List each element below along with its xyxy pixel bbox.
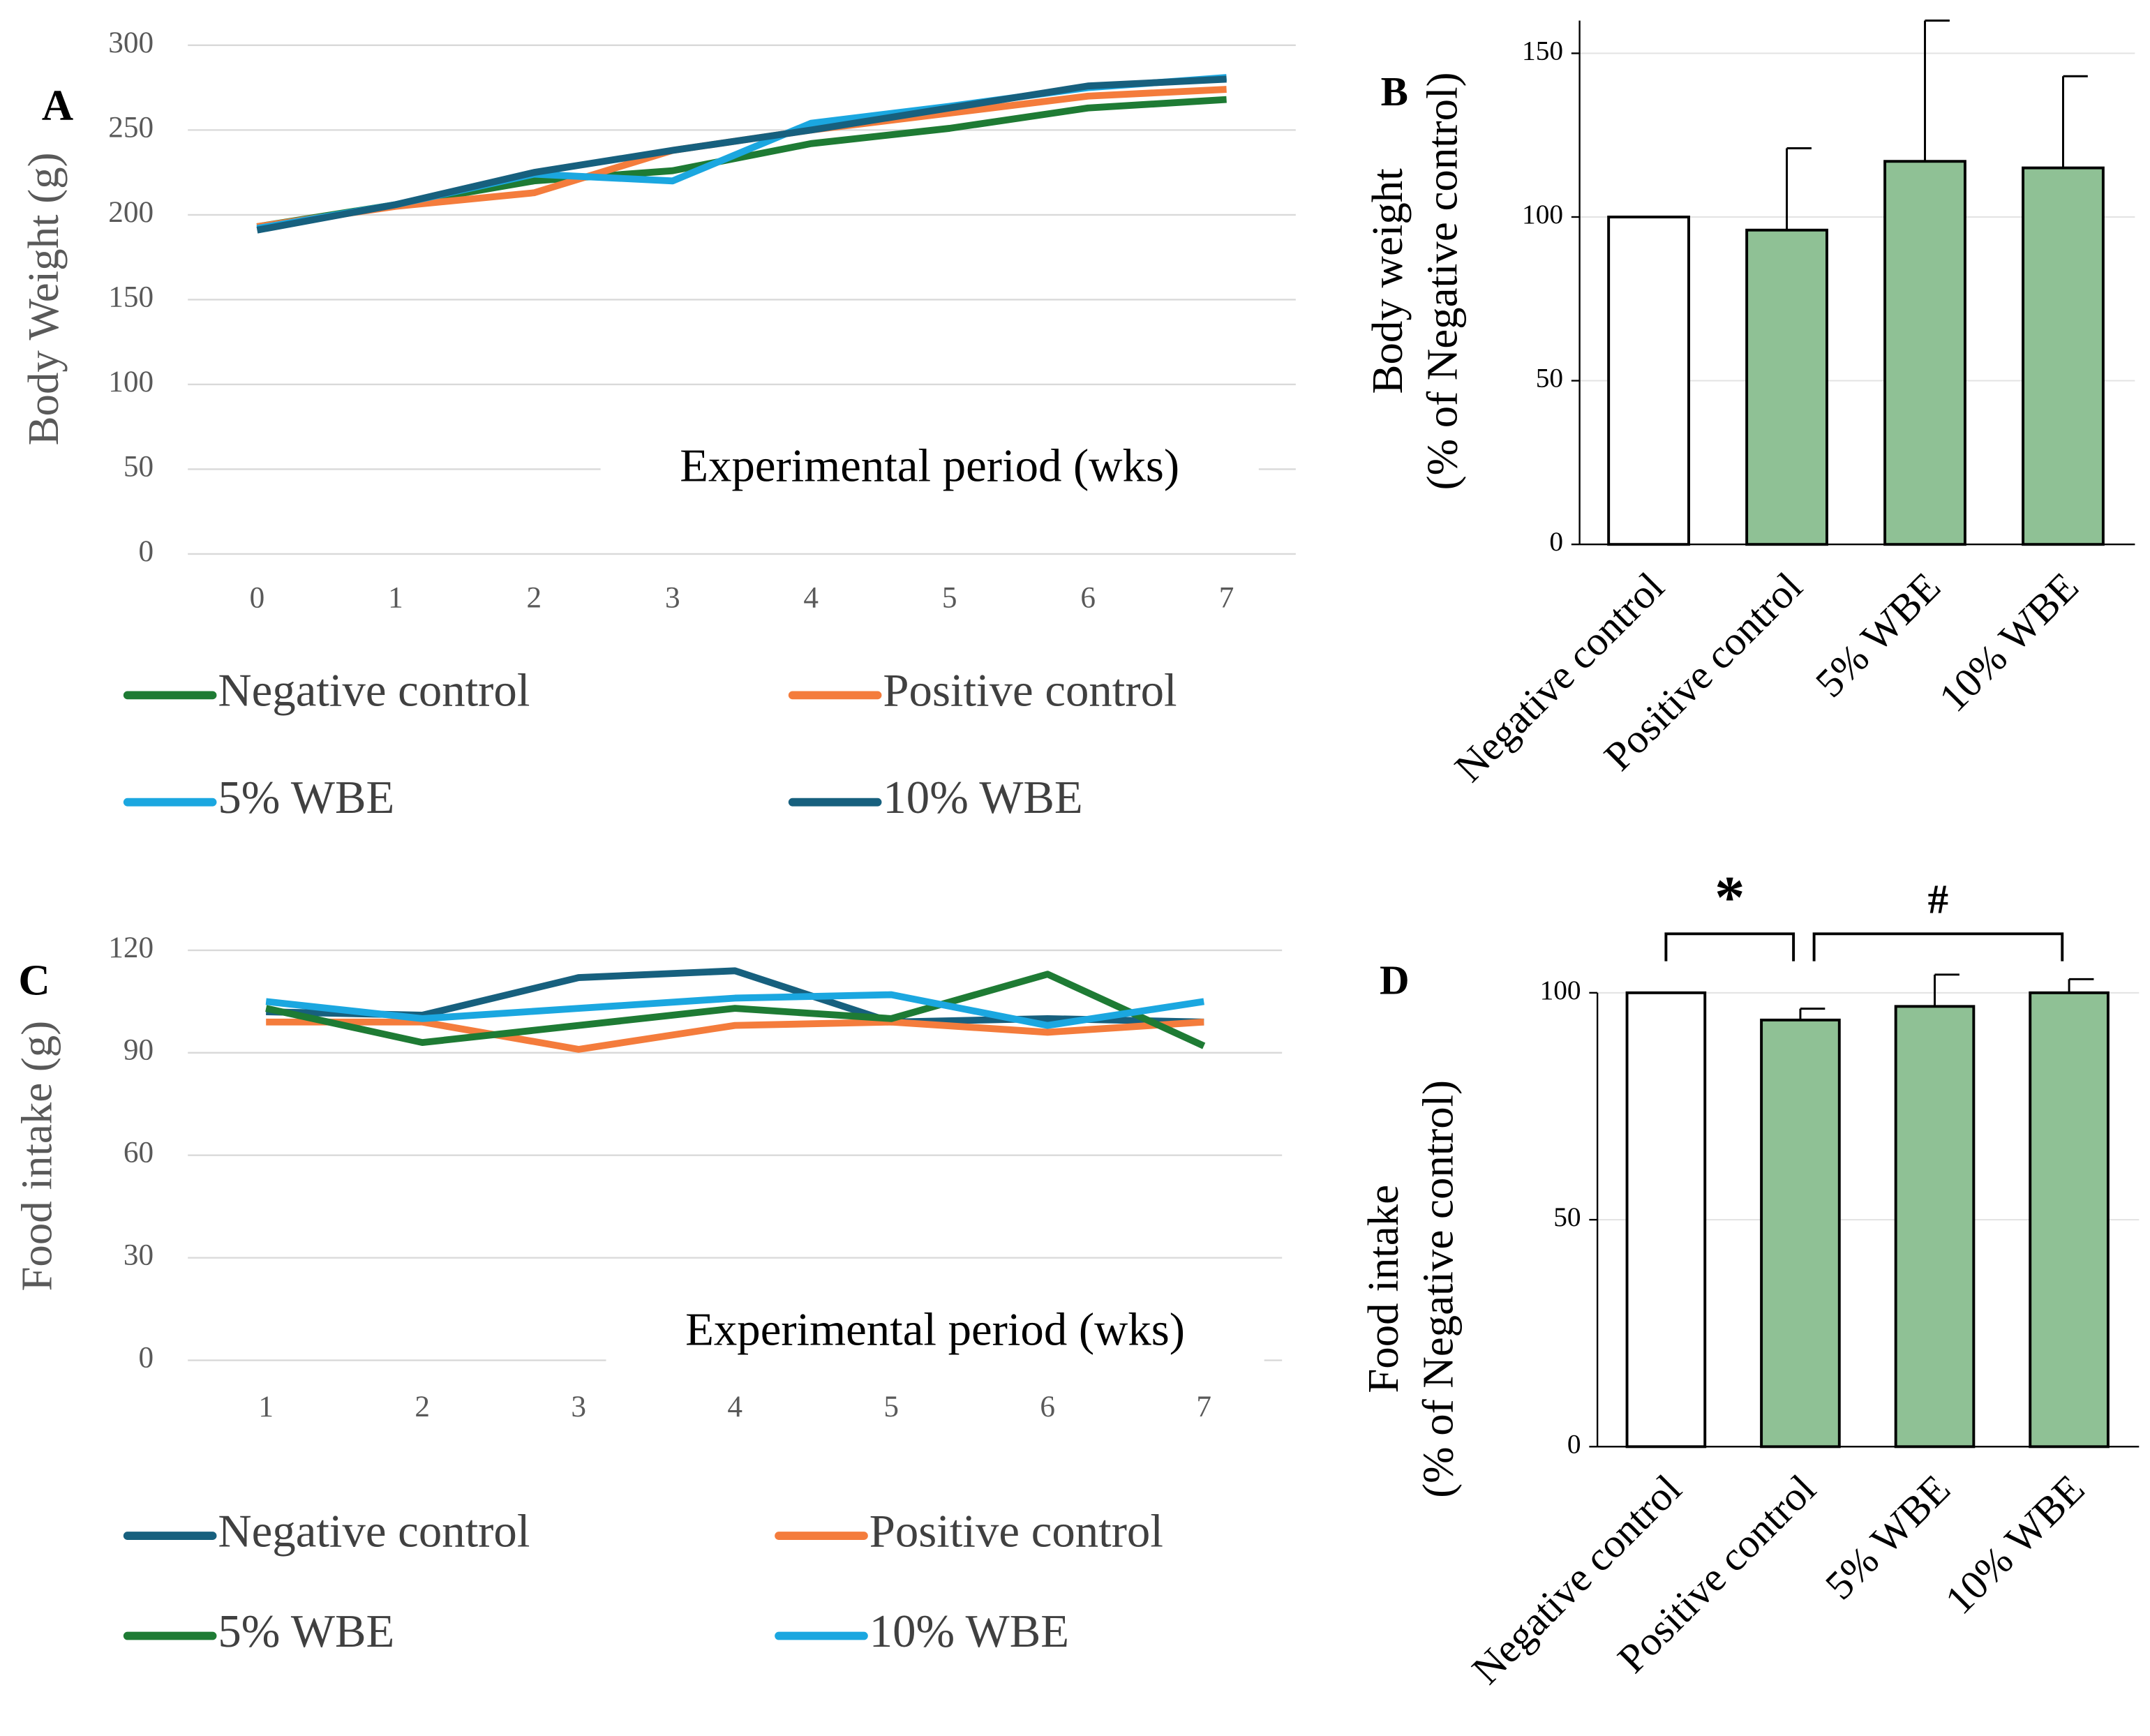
y-tick-label: 0 — [1549, 526, 1563, 557]
xlabel-bg — [600, 435, 1259, 505]
bar — [1607, 216, 1690, 546]
y-tick-label: 120 — [108, 931, 154, 964]
x-tick-label: 2 — [527, 581, 542, 615]
y-tick-label: 200 — [108, 195, 154, 229]
panel-label: C — [18, 955, 50, 1004]
x-tick-label: 1 — [258, 1390, 274, 1423]
bar — [1894, 1005, 1976, 1449]
legend-label: 10% WBE — [869, 1606, 1069, 1657]
panel-label: B — [1381, 68, 1408, 114]
y-tick-label: 300 — [108, 26, 154, 59]
y-tick-label: 90 — [124, 1033, 154, 1067]
panel-label: A — [42, 81, 73, 130]
legend-label: 5% WBE — [218, 1606, 394, 1657]
x-tick-label: 6 — [1080, 581, 1096, 615]
bar — [2022, 166, 2105, 546]
y-tick-label: 100 — [108, 365, 154, 398]
legend-label: 5% WBE — [218, 772, 394, 823]
x-tick-label: 7 — [1196, 1390, 1211, 1423]
series-line — [265, 991, 1204, 1029]
y-axis-label: Food intake (g) — [12, 1021, 61, 1292]
x-tick-label: 10% WBE — [1936, 1465, 2093, 1622]
series-line — [265, 971, 1206, 1049]
y-axis-label: (% of Negative control) — [1414, 1080, 1463, 1498]
legend-label: Positive control — [883, 665, 1177, 717]
bar — [1760, 1018, 1841, 1449]
bar — [1625, 991, 1707, 1449]
y-tick-label: 50 — [1536, 363, 1563, 394]
legend-label: 10% WBE — [883, 772, 1082, 823]
y-tick-label: 0 — [138, 534, 154, 568]
y-tick-label: 150 — [1522, 35, 1563, 66]
y-tick-label: 100 — [1540, 975, 1581, 1005]
x-tick-label: 7 — [1219, 581, 1234, 615]
x-tick-label: 1 — [388, 581, 403, 615]
x-tick-label: 10% WBE — [1930, 563, 2087, 720]
x-tick-label: 5 — [942, 581, 957, 615]
x-tick-label: 5% WBE — [1807, 563, 1949, 706]
bar — [1745, 228, 1828, 546]
bracket — [1812, 932, 2064, 961]
annotation: * — [1715, 864, 1745, 931]
legend-label: Positive control — [869, 1505, 1163, 1557]
x-tick-label: 6 — [1040, 1390, 1055, 1423]
y-axis-label: Food intake — [1359, 1185, 1408, 1393]
y-tick-label: 50 — [1553, 1202, 1581, 1232]
legend-label: Negative control — [218, 1505, 530, 1557]
y-tick-label: 30 — [124, 1239, 154, 1272]
bar — [1883, 160, 1966, 546]
legend-label: Negative control — [218, 665, 530, 717]
bracket — [1664, 932, 1796, 961]
x-tick-label: 5 — [883, 1390, 899, 1423]
series-line — [256, 75, 1227, 234]
bar — [2029, 991, 2110, 1449]
x-axis-label: Experimental period (wks) — [685, 1304, 1185, 1356]
y-tick-label: 50 — [124, 449, 154, 483]
y-tick-label: 60 — [124, 1136, 154, 1169]
y-axis-label: Body Weight (g) — [19, 152, 68, 445]
y-tick-label: 250 — [108, 110, 154, 144]
y-tick-label: 0 — [1567, 1428, 1581, 1459]
x-tick-label: 0 — [250, 581, 265, 615]
panel-label: D — [1380, 957, 1410, 1003]
x-tick-label: 3 — [571, 1390, 586, 1423]
x-tick-label: 5% WBE — [1816, 1465, 1959, 1608]
xlabel-bg — [606, 1300, 1264, 1369]
annotation: # — [1928, 876, 1948, 922]
x-tick-label: 2 — [415, 1390, 430, 1423]
x-tick-label: 4 — [727, 1390, 742, 1423]
y-axis-label: (% of Negative control) — [1417, 72, 1466, 490]
y-tick-label: 150 — [108, 280, 154, 313]
y-tick-label: 0 — [138, 1340, 154, 1374]
x-axis-label: Experimental period (wks) — [680, 440, 1179, 491]
x-tick-label: 4 — [803, 581, 819, 615]
x-tick-label: 3 — [665, 581, 680, 615]
y-tick-label: 100 — [1522, 199, 1563, 230]
y-axis-label: Body weight — [1363, 168, 1412, 394]
